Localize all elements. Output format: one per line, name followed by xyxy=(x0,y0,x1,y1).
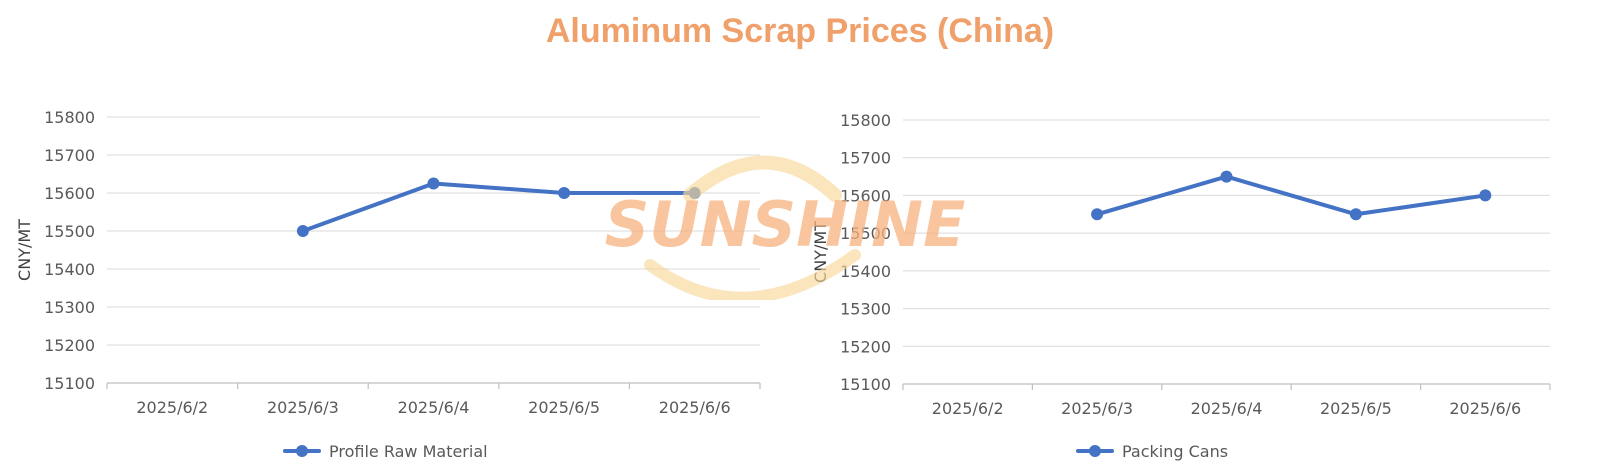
legend-swatch-marker xyxy=(1089,445,1101,457)
data-point xyxy=(1091,208,1104,221)
x-tick-label: 2025/6/4 xyxy=(1191,399,1263,418)
y-tick-label: 15800 xyxy=(840,111,891,130)
data-point xyxy=(1479,189,1492,202)
series-line xyxy=(300,181,697,233)
x-tick-label: 2025/6/3 xyxy=(267,398,339,417)
y-tick-label: 15500 xyxy=(44,222,95,241)
y-tick-label: 15600 xyxy=(840,186,891,205)
x-tick-label: 2025/6/3 xyxy=(1061,399,1133,418)
y-tick-label: 15100 xyxy=(840,375,891,394)
y-tick-label: 15200 xyxy=(44,336,95,355)
legend-swatch-marker xyxy=(296,445,308,457)
y-tick-label: 15300 xyxy=(840,300,891,319)
data-point xyxy=(558,187,571,199)
y-tick-label: 15300 xyxy=(44,298,95,317)
y-tick-label: 15400 xyxy=(840,262,891,281)
data-point xyxy=(296,225,309,237)
data-point xyxy=(688,187,701,199)
x-tick-label: 2025/6/2 xyxy=(932,399,1004,418)
y-tick-label: 15100 xyxy=(44,374,95,393)
y-tick-label: 15800 xyxy=(44,108,95,127)
y-tick-label: 15700 xyxy=(840,149,891,168)
data-point xyxy=(1220,170,1233,183)
x-tick-label: 2025/6/2 xyxy=(136,398,208,417)
y-tick-label: 15600 xyxy=(44,184,95,203)
legend-label: Packing Cans xyxy=(1122,442,1228,461)
page-title: Aluminum Scrap Prices (China) xyxy=(545,12,1055,50)
x-tick-label: 2025/6/6 xyxy=(659,398,731,417)
chart-profile-raw-material: 15100 15200 15300 15400 15500 15600 15700 15800… xyxy=(15,108,761,461)
y-tick-label: 15700 xyxy=(44,146,95,165)
data-point xyxy=(427,177,440,190)
y-tick-label: 15500 xyxy=(840,224,891,243)
y-axis-label: CNY/MT xyxy=(811,221,830,283)
x-tick-label: 2025/6/5 xyxy=(528,398,600,417)
x-tick-label: 2025/6/5 xyxy=(1320,399,1392,418)
y-tick-label: 15400 xyxy=(44,260,95,279)
legend-label: Profile Raw Material xyxy=(329,442,488,461)
y-tick-label: 15200 xyxy=(840,337,891,356)
y-axis-label: CNY/MT xyxy=(15,219,34,281)
series-line xyxy=(1095,174,1488,217)
chart-packing-cans: 15100 15200 15300 15400 15500 15600 15700 15800… xyxy=(811,111,1551,461)
x-tick-label: 2025/6/4 xyxy=(398,398,470,417)
data-point xyxy=(1349,208,1362,221)
x-tick-label: 2025/6/6 xyxy=(1449,399,1521,418)
